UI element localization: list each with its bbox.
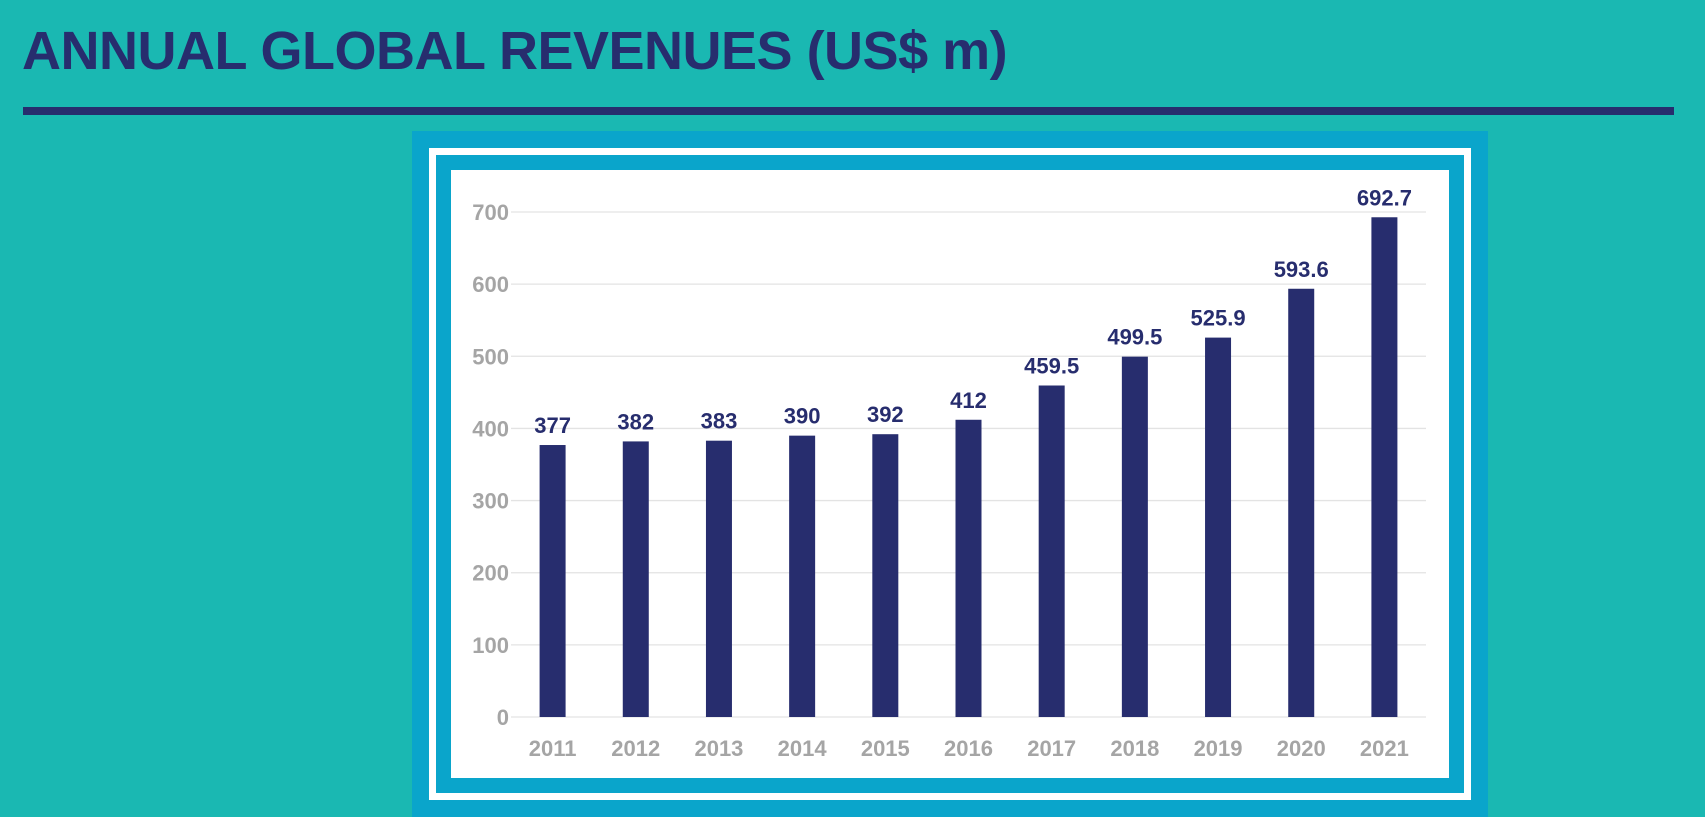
data-label: 392 (867, 402, 904, 427)
y-tick-label: 100 (472, 633, 509, 658)
data-label: 383 (701, 409, 738, 434)
x-tick-label: 2021 (1360, 736, 1409, 761)
data-label: 412 (950, 388, 987, 413)
title-divider (23, 107, 1674, 115)
data-label: 390 (784, 404, 821, 429)
x-tick-label: 2011 (529, 736, 577, 761)
x-tick-label: 2019 (1194, 736, 1243, 761)
data-label: 593.6 (1274, 257, 1329, 282)
data-label: 692.7 (1357, 185, 1412, 210)
x-tick-label: 2015 (861, 736, 910, 761)
bar (1205, 337, 1232, 717)
chart-panel: 0 100 200 300 400 500 600 700 377 382 383 390 392 41… (451, 170, 1449, 778)
data-label: 459.5 (1024, 354, 1079, 379)
bar (622, 441, 649, 717)
y-tick-label: 300 (472, 489, 509, 514)
bar-chart: 0 100 200 300 400 500 600 700 377 382 383 390 392 41… (472, 185, 1426, 761)
bar (1121, 356, 1148, 717)
data-label: 377 (534, 413, 571, 438)
page-title: ANNUAL GLOBAL REVENUES (US$ m) (22, 21, 1008, 81)
bar (789, 435, 816, 717)
data-label: 499.5 (1107, 325, 1162, 350)
data-label: 382 (617, 409, 654, 434)
x-tick-label: 2020 (1277, 736, 1326, 761)
y-tick-label: 200 (472, 561, 509, 586)
bar (539, 445, 566, 717)
x-tick-label: 2014 (778, 736, 828, 761)
x-tick-label: 2013 (694, 736, 743, 761)
y-tick-label: 0 (497, 705, 509, 730)
x-tick-label: 2018 (1110, 736, 1159, 761)
x-tick-label: 2016 (944, 736, 993, 761)
y-tick-label: 400 (472, 416, 509, 441)
y-tick-label: 500 (472, 344, 509, 369)
x-tick-label: 2012 (611, 736, 660, 761)
x-tick-label: 2017 (1027, 736, 1076, 761)
y-tick-label: 700 (472, 200, 509, 225)
bar (872, 434, 899, 717)
x-axis-ticks: 2011 2012 2013 2014 2015 2016 2017 2018 2019 2020… (529, 736, 1409, 761)
bars (539, 217, 1398, 718)
y-axis-ticks: 0 100 200 300 400 500 600 700 (472, 200, 509, 730)
bar (1371, 217, 1398, 718)
y-tick-label: 600 (472, 272, 509, 297)
bar (1288, 288, 1315, 717)
data-label: 525.9 (1191, 306, 1246, 331)
bar (705, 440, 732, 717)
bar (1038, 385, 1065, 717)
data-labels: 377 382 383 390 392 412 459.5 499.5 525.9 593.6 69… (534, 185, 1412, 438)
bar (955, 419, 982, 717)
